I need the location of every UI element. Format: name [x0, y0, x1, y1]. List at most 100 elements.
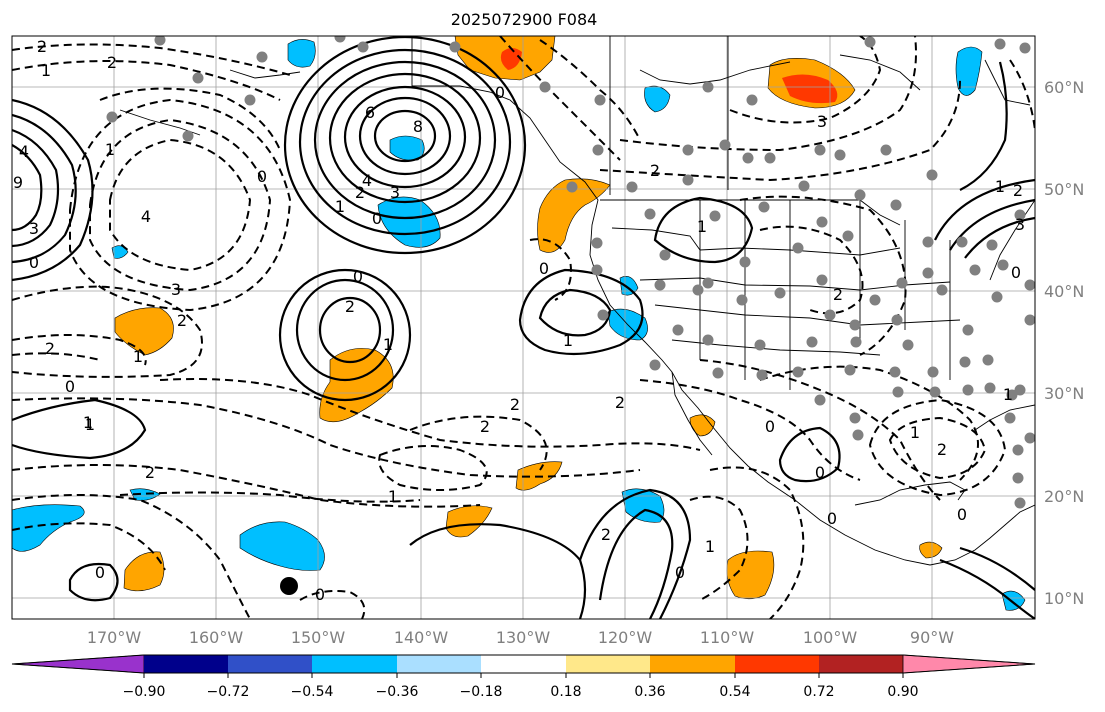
colorbar-tick-label: 0.72: [803, 684, 834, 700]
colorbar-tick-label: −0.36: [376, 684, 419, 700]
shade-blue-ak-1: [287, 39, 316, 68]
dash-canada-1: [539, 39, 641, 141]
dash-bc-1: [529, 238, 572, 301]
dash-nw-1: [12, 43, 291, 76]
positive-contours: [12, 36, 1035, 619]
shade-red-canada: [782, 74, 838, 104]
west-pos-south: [12, 398, 147, 460]
east-pos-4: [959, 61, 1008, 191]
shade-orange-south-2: [123, 551, 165, 592]
contour-label: 0: [827, 509, 837, 528]
contour-label: 2: [177, 311, 187, 330]
high-contour-3: [313, 60, 497, 220]
west-high-3: [12, 128, 60, 248]
mid-high-1: [278, 268, 412, 402]
lon-label: 130°W: [496, 628, 551, 647]
lat-label: 50°N: [1044, 180, 1084, 199]
contour-label-group: 2 1 2 4 9 3 0 4 3 2 1 2 1 0 6 8 4 3 2 1 …: [13, 37, 1025, 604]
lon-label: 140°W: [394, 628, 449, 647]
high-contour-7: [373, 109, 437, 163]
contour-label: 1: [83, 413, 93, 432]
map-frame-border: [11, 35, 1036, 620]
contour-label: 3: [817, 112, 827, 131]
colorbar-segment-7: [650, 655, 735, 673]
dash-mexico-2: [709, 466, 805, 619]
contour-label: 2: [107, 53, 117, 72]
shade-orange-bc: [537, 178, 611, 253]
contour-label: 2: [833, 285, 843, 304]
contour-label: 0: [675, 563, 685, 582]
contour-label: 2: [37, 37, 47, 56]
colorbar-tick-label: −0.72: [207, 684, 250, 700]
se-pos-2: [959, 546, 1035, 591]
contour-label: 0: [539, 259, 549, 278]
dash-mid-band-3: [12, 464, 481, 508]
lat-label: 20°N: [1044, 487, 1084, 506]
contour-label: 0: [95, 563, 105, 582]
dash-south-1: [378, 445, 488, 491]
lon-label: 110°W: [700, 628, 755, 647]
contour-label: 1: [705, 537, 715, 556]
dash-east-1: [759, 365, 979, 481]
dash-arc-2: [12, 334, 147, 366]
dash-east-low-2: [868, 398, 1007, 497]
dash-plains-1: [759, 225, 864, 315]
colorbar-segment-1: [144, 655, 228, 673]
lon-label: 170°W: [87, 628, 142, 647]
contour-label: 2: [480, 417, 490, 436]
contour-label: 3: [171, 280, 181, 299]
shade-blue-center-low: [389, 135, 425, 161]
negative-contours: [12, 36, 1035, 619]
colorbar-tick-label: −0.18: [460, 684, 503, 700]
lon-label: 150°W: [291, 628, 346, 647]
lon-label: 120°W: [598, 628, 653, 647]
colorbar-segment-2: [228, 655, 312, 673]
colorbar-tick-label: −0.54: [291, 684, 334, 700]
contour-label: 0: [29, 253, 39, 272]
contour-label: 1: [697, 217, 707, 236]
shade-orange-mexico: [726, 550, 775, 600]
shade-red-ak-north: [500, 48, 522, 70]
contour-label: 3: [390, 183, 400, 202]
contour-label: 1: [85, 415, 95, 434]
contour-label: 1: [563, 331, 573, 350]
high-contour-4: [328, 72, 482, 204]
contour-label: 0: [257, 167, 267, 186]
dash-canada-2: [499, 36, 621, 161]
contour-label: 1: [105, 140, 115, 159]
lon-label: 160°W: [189, 628, 244, 647]
calif-high-2: [538, 288, 612, 337]
east-pos-2: [949, 198, 1035, 251]
shade-blue-west-1: [111, 245, 129, 259]
shade-blue-mexico-s: [621, 488, 665, 523]
contour-label: 0: [765, 417, 775, 436]
contour-label: 0: [495, 83, 505, 102]
colorbar-segment-8: [735, 655, 819, 673]
east-pos-3: [964, 216, 1035, 259]
mid-high-2: [295, 278, 395, 382]
colorbar-tick-label: −0.90: [123, 684, 166, 700]
dash-low-south: [299, 590, 366, 619]
high-contour-5: [343, 85, 467, 189]
dash-west-low-1: [109, 138, 252, 272]
contour-label: 3: [29, 219, 39, 238]
contour-label: 4: [19, 142, 29, 161]
contour-label: 3: [1015, 215, 1025, 234]
longitude-labels: 170°W 160°W 150°W 140°W 130°W 120°W 110°…: [87, 628, 954, 647]
contour-label: 2: [45, 339, 55, 358]
contour-label: 1: [41, 61, 51, 80]
contour-label: 0: [353, 267, 363, 286]
dash-south-2: [409, 415, 548, 471]
shade-blue-gulf: [377, 196, 441, 248]
dash-sw-2: [12, 494, 251, 619]
contour-label: 1: [133, 347, 143, 366]
station-dots: [106, 36, 1035, 509]
mid-high-3: [318, 296, 382, 364]
dash-mexico-1: [689, 495, 749, 601]
lat-label: 30°N: [1044, 384, 1084, 403]
contour-label: 1: [995, 177, 1005, 196]
contour-label: 8: [413, 117, 423, 136]
contour-label: 2: [937, 440, 947, 459]
dash-sw-1: [12, 522, 166, 571]
contour-label: 4: [141, 207, 151, 226]
